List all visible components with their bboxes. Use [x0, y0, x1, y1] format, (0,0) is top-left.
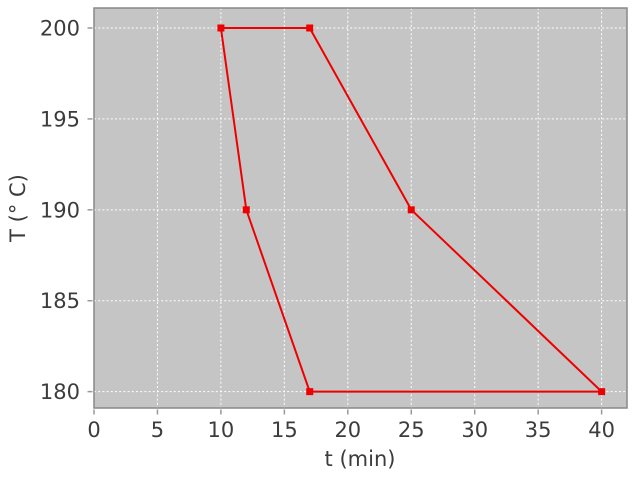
x-tick-label-0: 0 [87, 418, 100, 442]
x-tick-label-5: 5 [151, 418, 164, 442]
x-tick-label-10: 10 [208, 418, 235, 442]
y-axis-label: T (° C) [6, 174, 30, 243]
y-tick-label-200: 200 [40, 17, 80, 41]
data-point-10-200 [217, 24, 225, 32]
plot-background [94, 8, 627, 408]
x-tick-label-20: 20 [334, 418, 361, 442]
y-tick-label-195: 195 [40, 107, 80, 131]
data-point-17-180 [306, 388, 314, 396]
x-tick-label-30: 30 [461, 418, 488, 442]
data-point-40-180 [598, 388, 606, 396]
x-tick-label-40: 40 [588, 418, 615, 442]
plot-border [93, 7, 628, 409]
plot-render-layer: 0 5 10 15 20 25 30 35 40 180 185 190 195 200 [40, 7, 628, 442]
x-tick-label-25: 25 [398, 418, 425, 442]
y-tick-label-190: 190 [40, 198, 80, 222]
x-tick-label-15: 15 [271, 418, 298, 442]
data-point-25-190 [407, 206, 415, 214]
y-tick-label-180: 180 [40, 380, 80, 404]
x-axis-label: t (min) [325, 447, 396, 471]
y-tick-label-185: 185 [40, 289, 80, 313]
x-tick-label-35: 35 [525, 418, 552, 442]
data-point-17-200 [306, 24, 314, 32]
data-point-12-190 [242, 206, 250, 214]
